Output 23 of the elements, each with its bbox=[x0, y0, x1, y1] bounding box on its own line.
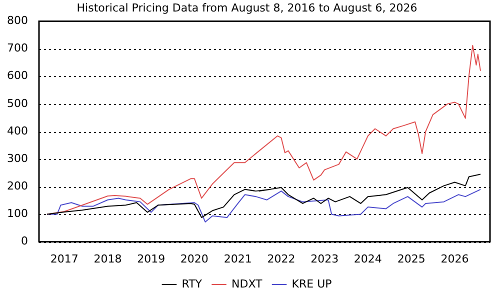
legend-label: KRE UP bbox=[292, 277, 332, 290]
y-tick-label: 500 bbox=[6, 96, 28, 110]
y-tick-label: 400 bbox=[6, 124, 28, 138]
y-tick-label: 300 bbox=[6, 152, 28, 165]
legend-label: NDXT bbox=[232, 277, 263, 290]
y-tick-label: 600 bbox=[6, 69, 28, 82]
x-tick-label: 2025 bbox=[397, 252, 426, 266]
y-tick-label: 0 bbox=[20, 234, 28, 248]
y-tick-label: 100 bbox=[6, 207, 28, 220]
x-tick-label: 2018 bbox=[94, 252, 122, 266]
y-tick-label: 800 bbox=[6, 14, 28, 28]
x-tick-label: 2026 bbox=[440, 252, 469, 266]
y-tick-label: 200 bbox=[6, 180, 28, 193]
x-tick-label: 2023 bbox=[310, 252, 339, 266]
x-tick-label: 2021 bbox=[224, 252, 252, 266]
y-tick-label: 700 bbox=[6, 42, 28, 55]
x-tick-label: 2022 bbox=[267, 252, 296, 266]
legend-label: RTY bbox=[182, 277, 202, 290]
x-tick-label: 2019 bbox=[137, 252, 166, 266]
x-tick-label: 2020 bbox=[180, 252, 208, 266]
chart-title: Historical Pricing Data from August 8, 2016 to August 6, 2026 bbox=[76, 1, 418, 14]
x-tick-label: 2024 bbox=[354, 252, 382, 266]
x-tick-label: 2017 bbox=[50, 252, 78, 266]
